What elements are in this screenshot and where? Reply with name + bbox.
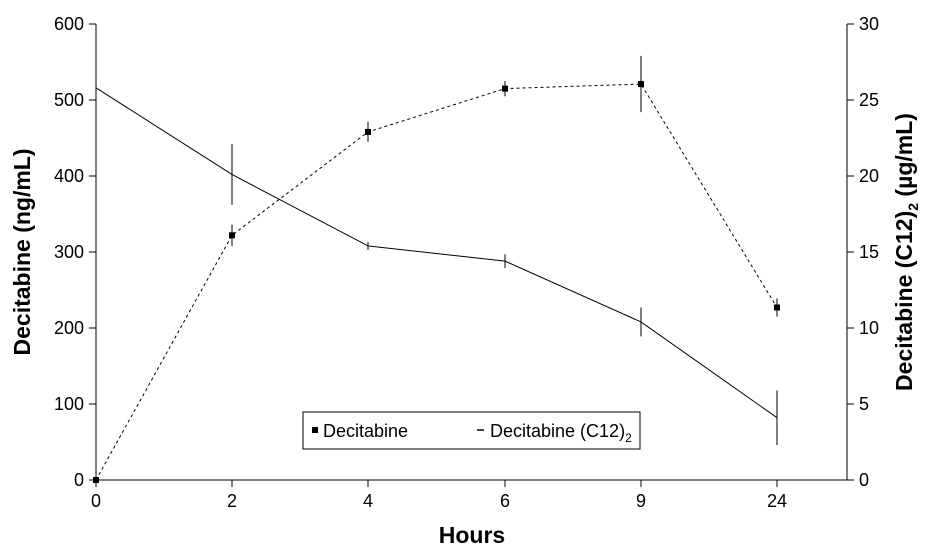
y-right-tick-label: 20: [859, 166, 879, 186]
y-axis-right-title: Decitabine (C12)2 (µg/mL): [891, 113, 921, 391]
y-right-tick-label: 25: [859, 90, 879, 110]
y-right-tick-label: 0: [859, 470, 869, 490]
series-decitabine-c12-line: [95, 87, 778, 419]
y-left-tick-label: 500: [54, 90, 84, 110]
y-right-tick-label: 5: [859, 394, 869, 414]
markers: [93, 81, 780, 483]
marker-decitabine: [229, 232, 235, 239]
x-tick-label: 0: [91, 491, 101, 511]
series-lines: [95, 83, 778, 481]
x-axis-title: Hours: [439, 522, 505, 548]
y-left-tick-label: 0: [74, 470, 84, 490]
marker-decitabine: [365, 128, 371, 135]
y-axis-left-title: Decitabine (ng/mL): [9, 148, 35, 355]
x-tick-label: 24: [767, 491, 787, 511]
marker-decitabine: [638, 81, 644, 88]
y-right-tick-label: 10: [859, 318, 879, 338]
legend-label-decitabine-c12-subscript: 2: [625, 431, 632, 445]
y-left-tick-label: 200: [54, 318, 84, 338]
x-tick-label: 9: [636, 491, 646, 511]
legend: Decitabine Decitabine (C12)2: [302, 411, 641, 450]
y-right-tick-label: 30: [859, 14, 879, 34]
legend-label-decitabine-c12-main: Decitabine (C12): [490, 421, 625, 441]
y-axis-right-title-main: Decitabine (C12): [891, 211, 917, 391]
y-left-tick-label: 100: [54, 394, 84, 414]
y-left-tick-label: 400: [54, 166, 84, 186]
y-left-tick-label: 300: [54, 242, 84, 262]
series-decitabine-line: [95, 83, 778, 481]
y-axis-right-title-subscript: 2: [905, 203, 921, 211]
error-bars: [231, 55, 778, 446]
x-tick-label: 6: [500, 491, 510, 511]
marker-decitabine: [502, 85, 508, 92]
x-tick-label: 2: [227, 491, 237, 511]
marker-decitabine: [774, 304, 780, 311]
marker-decitabine: [93, 477, 99, 483]
y-axis-right-title-unit: (µg/mL): [891, 113, 917, 203]
legend-label-decitabine: Decitabine: [323, 421, 408, 441]
y-right-tick-label: 15: [859, 242, 879, 262]
legend-marker-decitabine: [312, 427, 318, 433]
legend-box: [302, 411, 641, 450]
x-tick-label: 4: [363, 491, 373, 511]
legend-label-decitabine-c12: Decitabine (C12)2: [490, 421, 632, 445]
y-left-tick-label: 600: [54, 14, 84, 34]
